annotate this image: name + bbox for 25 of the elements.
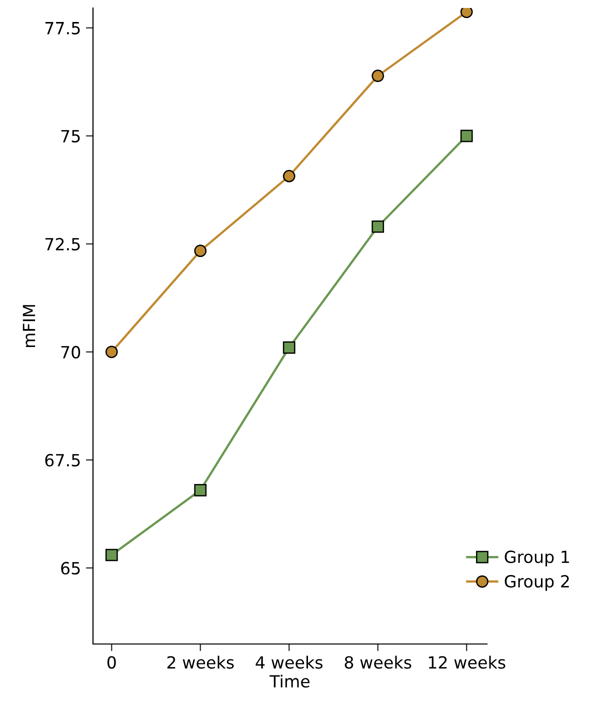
y-tick-label: 70 bbox=[61, 346, 80, 358]
x-tick-label: 8 weeks bbox=[344, 656, 412, 669]
y-axis-title: mFIM bbox=[22, 305, 36, 348]
point bbox=[105, 548, 118, 562]
x-tick-label: 4 weeks bbox=[256, 656, 322, 669]
point bbox=[282, 170, 296, 182]
point bbox=[372, 220, 384, 233]
y-tick-label: 65 bbox=[61, 562, 80, 575]
legend-label: Group 2 bbox=[504, 575, 569, 591]
legend-label: Group 1 bbox=[504, 550, 569, 566]
x-tick-label: 0 bbox=[107, 656, 116, 669]
point bbox=[194, 484, 207, 496]
y-tick-label: 77.5 bbox=[45, 22, 80, 34]
y-tick-label: 75 bbox=[61, 130, 80, 142]
x-axis-title: Time bbox=[270, 674, 310, 688]
x-tick-label: 2 weeks bbox=[167, 656, 234, 669]
y-tick-label: 72.5 bbox=[45, 238, 80, 250]
x-tick-label: 12 weeks bbox=[428, 656, 506, 669]
point bbox=[105, 346, 118, 358]
point bbox=[372, 70, 384, 82]
point bbox=[194, 244, 207, 257]
point bbox=[460, 8, 473, 18]
y-tick-label: 67.5 bbox=[45, 454, 80, 467]
point bbox=[460, 130, 473, 142]
point bbox=[282, 341, 296, 354]
